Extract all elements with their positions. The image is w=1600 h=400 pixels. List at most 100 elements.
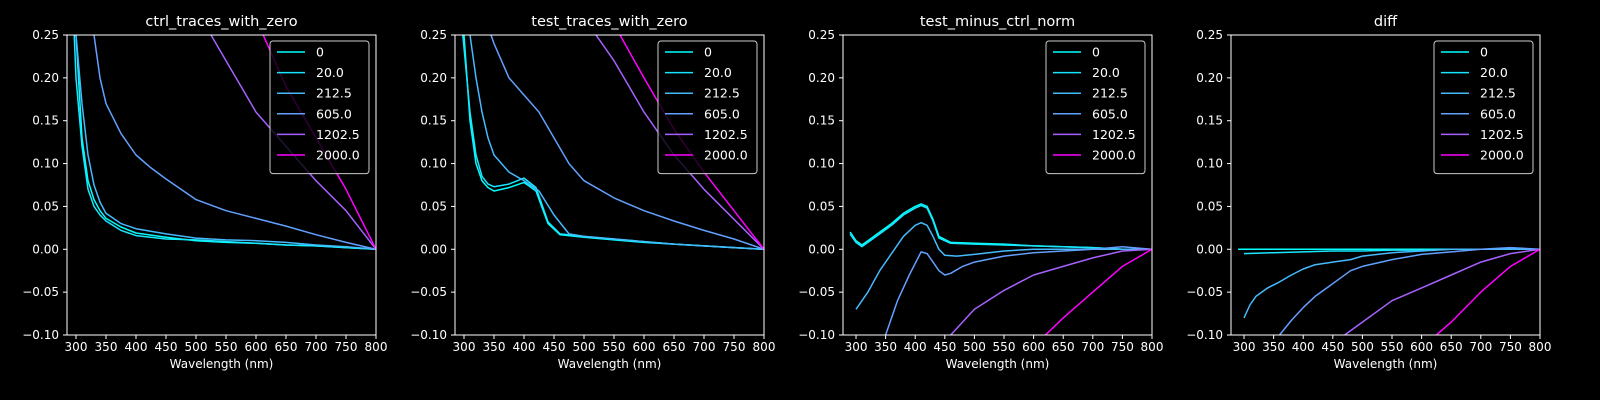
series-line-212.5: [1243, 248, 1540, 319]
x-tick-label: 350: [874, 340, 897, 354]
x-tick-label: 400: [513, 340, 536, 354]
x-tick-label: 650: [1440, 340, 1463, 354]
x-tick-label: 750: [1499, 340, 1522, 354]
x-axis-label: Wavelength (nm): [1334, 357, 1438, 371]
y-tick-label: −0.05: [798, 285, 835, 299]
x-tick-label: 750: [723, 340, 746, 354]
chart-panel-4: 300 350 400 450 500 550 600 650 700 750 800 −0.10 −0…: [1186, 14, 1551, 371]
x-tick-label: 550: [603, 340, 626, 354]
y-tick-label: −0.10: [410, 328, 447, 342]
series-line-2000.0: [1044, 248, 1152, 335]
x-tick-label: 550: [1381, 340, 1404, 354]
legend-entry: 20.0: [1092, 65, 1120, 80]
y-tick-label: 0.05: [420, 199, 447, 213]
legend-entry: 212.5: [1480, 86, 1516, 101]
y-tick-label: 0.05: [32, 199, 59, 213]
x-tick-label: 800: [365, 340, 388, 354]
x-tick-label: 700: [1469, 340, 1492, 354]
y-tick-label: 0.20: [32, 71, 59, 85]
legend: 0 20.0 212.5 605.0 1202.5 2000.0: [269, 40, 370, 175]
y-tick-label: 0.10: [1196, 157, 1223, 171]
x-tick-label: 300: [453, 340, 476, 354]
legend: 0 20.0 212.5 605.0 1202.5 2000.0: [1433, 40, 1534, 175]
series-line-605.0: [93, 35, 376, 251]
x-tick-label: 600: [1022, 340, 1045, 354]
series-line-605.0: [490, 35, 764, 251]
legend-entry: 605.0: [316, 106, 352, 121]
x-tick-label: 450: [155, 340, 178, 354]
y-tick-label: 0.00: [32, 242, 59, 256]
legend-entry: 212.5: [316, 86, 352, 101]
legend-box: [657, 40, 758, 175]
x-tick-label: 700: [693, 340, 716, 354]
x-tick-label: 500: [185, 340, 208, 354]
x-tick-label: 400: [1292, 340, 1315, 354]
axes-frame: [454, 34, 765, 336]
x-tick-label: 350: [483, 340, 506, 354]
y-tick-label: −0.05: [22, 285, 59, 299]
series-line-0: [849, 203, 1152, 251]
x-tick-label: 500: [1351, 340, 1374, 354]
series-line-212.5: [75, 35, 376, 251]
y-tick-label: −0.05: [410, 285, 447, 299]
legend-entry: 1202.5: [1480, 127, 1524, 142]
chart-panel-2: 300 350 400 450 500 550 600 650 700 750 800 −0.10 −0…: [410, 14, 775, 371]
x-tick-label: 700: [1081, 340, 1104, 354]
y-tick-label: −0.10: [1186, 328, 1223, 342]
y-tick-label: 0.15: [808, 114, 835, 128]
x-tick-label: 300: [845, 340, 868, 354]
x-tick-label: 350: [95, 340, 118, 354]
y-tick-label: 0.00: [808, 242, 835, 256]
y-tick-label: 0.15: [420, 114, 447, 128]
x-tick-label: 450: [543, 340, 566, 354]
chart-panel-3: 300 350 400 450 500 550 600 650 700 750 800 −0.10 −0…: [798, 14, 1163, 371]
y-tick-label: 0.25: [1196, 28, 1223, 42]
x-tick-label: 500: [573, 340, 596, 354]
legend-entry: 0: [1092, 45, 1100, 60]
x-tick-label: 800: [1529, 340, 1552, 354]
y-tick-label: 0.20: [808, 71, 835, 85]
y-tick-label: 0.25: [420, 28, 447, 42]
legend-box: [269, 40, 370, 175]
series-line-2000.0: [1435, 248, 1540, 335]
axes-frame: [1230, 34, 1541, 336]
x-tick-label: 750: [335, 340, 358, 354]
series-line-212.5: [855, 221, 1152, 310]
legend-entry: 2000.0: [1480, 148, 1524, 163]
y-tick-label: −0.10: [22, 328, 59, 342]
y-tick-label: 0.15: [1196, 114, 1223, 128]
legend-entry: 0: [1480, 45, 1488, 60]
legend-entry: 0: [316, 45, 324, 60]
y-tick-label: 0.25: [32, 28, 59, 42]
y-tick-label: 0.00: [420, 242, 447, 256]
x-axis-label: Wavelength (nm): [558, 357, 662, 371]
y-tick-label: 0.15: [32, 114, 59, 128]
series-line-1202.5: [1344, 248, 1540, 335]
series-group: [849, 203, 1152, 335]
x-tick-label: 800: [1141, 340, 1164, 354]
x-tick-label: 650: [275, 340, 298, 354]
x-tick-label: 800: [753, 340, 776, 354]
legend-entry: 1202.5: [316, 127, 360, 142]
legend-entry: 20.0: [1480, 65, 1508, 80]
y-tick-label: 0.25: [808, 28, 835, 42]
series-line-20.0: [73, 35, 376, 251]
y-tick-label: 0.05: [808, 199, 835, 213]
x-tick-label: 400: [904, 340, 927, 354]
legend-entry: 212.5: [704, 86, 740, 101]
series-line-212.5: [469, 35, 764, 251]
legend-entry: 2000.0: [1092, 148, 1136, 163]
legend-entry: 20.0: [704, 65, 732, 80]
series-line-20.0: [849, 204, 1152, 251]
y-tick-label: 0.10: [808, 157, 835, 171]
chart-title: ctrl_traces_with_zero: [145, 14, 297, 30]
x-axis-label: Wavelength (nm): [170, 357, 274, 371]
legend: 0 20.0 212.5 605.0 1202.5 2000.0: [1045, 40, 1146, 175]
y-tick-label: 0.10: [32, 157, 59, 171]
legend-entry: 2000.0: [316, 148, 360, 163]
legend-entry: 2000.0: [704, 148, 748, 163]
x-tick-label: 550: [215, 340, 238, 354]
legend-entry: 605.0: [1092, 106, 1128, 121]
y-tick-label: 0.10: [420, 157, 447, 171]
x-tick-label: 300: [1233, 340, 1256, 354]
